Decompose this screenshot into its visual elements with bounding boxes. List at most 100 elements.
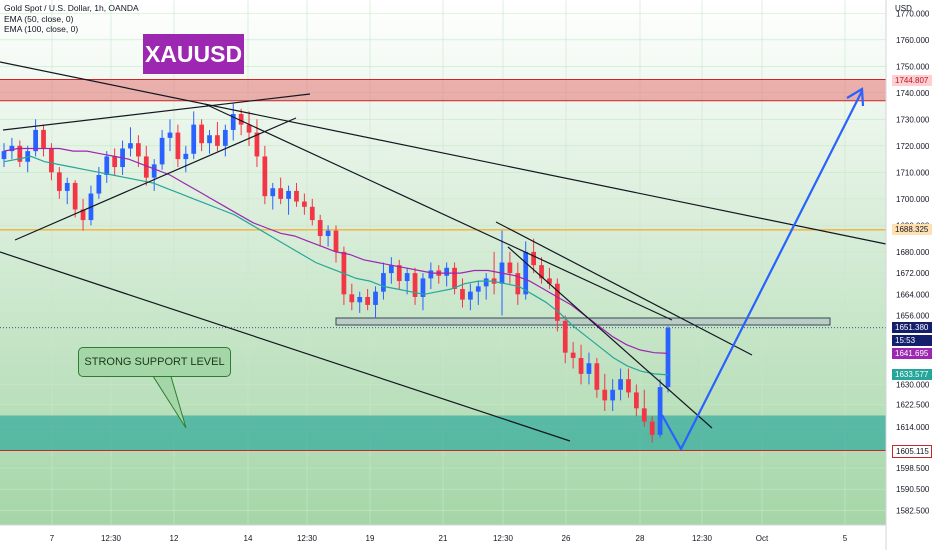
- candle-body: [317, 220, 323, 236]
- candle-body: [333, 230, 339, 252]
- candle-body: [357, 296, 363, 303]
- candle-body: [64, 182, 70, 191]
- x-tick-label: 12:30: [692, 534, 713, 543]
- x-tick-label: 5: [843, 534, 848, 543]
- zone-resistance: [0, 79, 886, 101]
- candle-body: [428, 270, 434, 279]
- candle-body: [167, 132, 173, 138]
- candle-body: [183, 153, 189, 160]
- x-tick-label: 7: [50, 534, 55, 543]
- price-tag-last-price: 1651.380: [892, 322, 932, 334]
- candle-body: [381, 273, 386, 292]
- candle-body: [388, 265, 394, 274]
- candle-body: [665, 327, 671, 388]
- candle-body: [547, 278, 552, 284]
- candle-body: [33, 129, 38, 152]
- candle-body: [270, 188, 276, 197]
- candle-body: [657, 387, 663, 435]
- x-tick-label: 26: [562, 534, 571, 543]
- x-tick-label: 28: [636, 534, 645, 543]
- callout-pointer: [150, 372, 187, 429]
- x-tick-label: 12:30: [493, 534, 514, 543]
- candle-body: [159, 137, 165, 165]
- x-tick-label: 21: [439, 534, 448, 543]
- candle-body: [570, 352, 576, 358]
- y-tick-label: 1590.500: [896, 485, 930, 494]
- candle-body: [222, 129, 228, 146]
- candle-body: [56, 172, 62, 191]
- y-tick-label: 1680.000: [896, 248, 930, 257]
- y-tick-label: 1582.500: [896, 506, 930, 515]
- zone-support: [0, 415, 886, 451]
- candle-body: [460, 289, 465, 300]
- candle-body: [420, 278, 426, 297]
- candle-body: [610, 389, 616, 401]
- y-tick-label: 1760.000: [896, 36, 930, 45]
- candle-body: [578, 357, 584, 374]
- candle-body: [80, 209, 86, 221]
- ema50-line: [3, 155, 669, 376]
- y-tick-label: 1614.000: [896, 423, 930, 432]
- candle-body: [230, 114, 236, 130]
- candle-body: [238, 114, 244, 125]
- candle-body: [104, 156, 110, 175]
- support-callout: STRONG SUPPORT LEVEL: [78, 347, 231, 377]
- x-tick-label: 14: [244, 534, 253, 543]
- price-axis-background: [886, 0, 932, 550]
- candle-body: [452, 267, 457, 290]
- trendline-wedge-upper: [2, 93, 311, 131]
- x-tick-label: 12:30: [297, 534, 318, 543]
- candle-body: [246, 124, 252, 133]
- candle-body: [72, 182, 78, 210]
- candle-body: [17, 145, 23, 162]
- y-tick-label: 1710.000: [896, 168, 930, 177]
- price-tag-ema100: 1641.695: [892, 347, 932, 359]
- candle-body: [365, 296, 370, 305]
- projection-arrowhead: [846, 87, 865, 107]
- candle-body: [396, 265, 402, 282]
- legend-symbol: Gold Spot / U.S. Dollar, 1h, OANDA: [4, 3, 139, 13]
- candle-body: [151, 164, 157, 178]
- time-axis-background: [0, 525, 886, 550]
- price-tag-orange-line: 1688.325: [892, 224, 932, 236]
- consolidation-box: [335, 317, 831, 326]
- candle-body: [207, 135, 212, 144]
- x-tick-label: Oct: [756, 534, 769, 543]
- candle-body: [175, 132, 181, 160]
- trendline-lower-long: [0, 251, 571, 442]
- candle-body: [278, 188, 284, 199]
- candle-body: [412, 273, 418, 297]
- candle-body: [523, 251, 529, 295]
- price-tag-ema50: 1633.577: [892, 369, 932, 381]
- candle-body: [25, 151, 31, 162]
- trendline-channel-top: [495, 221, 753, 356]
- y-tick-label: 1700.000: [896, 195, 930, 204]
- candle-body: [483, 278, 489, 287]
- candle-body: [262, 156, 268, 197]
- x-tick-label: 19: [366, 534, 375, 543]
- currency-label: USD: [895, 4, 912, 13]
- trendline-wedge-lower: [14, 117, 297, 241]
- y-tick-label: 1750.000: [896, 62, 930, 71]
- candle-body: [215, 135, 220, 146]
- candle-body: [254, 132, 260, 157]
- candle-body: [286, 190, 291, 199]
- legend-ema100: EMA (100, close, 0): [4, 24, 79, 34]
- candle-body: [136, 143, 141, 157]
- candle-body: [531, 251, 536, 266]
- candle-body: [468, 291, 473, 300]
- candle-body: [325, 230, 331, 236]
- y-tick-label: 1656.000: [896, 312, 930, 321]
- price-tag-countdown: 15:53: [892, 334, 932, 346]
- y-tick-label: 1740.000: [896, 89, 930, 98]
- candle-body: [49, 148, 54, 173]
- candle-body: [626, 379, 631, 393]
- chart-legend: Gold Spot / U.S. Dollar, 1h, OANDA EMA (…: [4, 3, 139, 35]
- candle-body: [294, 190, 299, 202]
- price-tag-resistance: 1744.807: [892, 74, 932, 86]
- candle-body: [199, 124, 204, 144]
- candle-body: [507, 262, 513, 274]
- candle-body: [128, 143, 133, 149]
